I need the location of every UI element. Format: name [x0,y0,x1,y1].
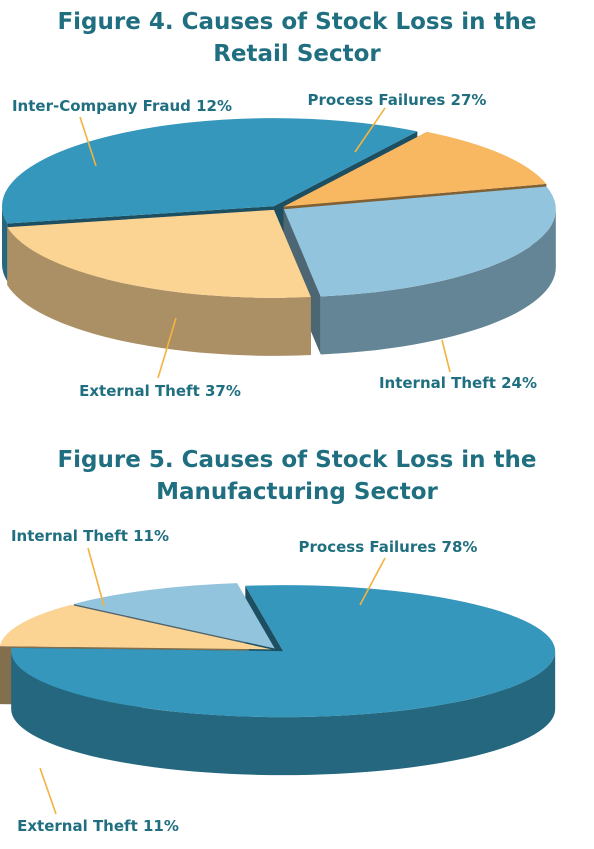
fig4-labels: Process Failures 27% Internal Theft 24% Ex… [12,91,537,400]
figure-5-title-line-1: Figure 5. Causes of Stock Loss in the [57,447,537,473]
internal-theft-label: Internal Theft 24% [379,374,537,392]
figure-4-pie-chart: Process Failures 27% Internal Theft 24% Ex… [2,91,556,400]
inter-company-fraud-label: Inter-Company Fraud 12% [12,97,232,115]
process-failures-label: Process Failures 27% [308,91,487,109]
figure-4-title-line-2: Retail Sector [213,41,381,67]
fig5-labels: Process Failures 78% External Theft 11% In… [11,527,478,835]
external-theft-leader-line [157,317,177,379]
fig4-slice-tops [2,118,556,298]
external-theft-leader-line [39,767,57,815]
figure-4-title: Figure 4. Causes of Stock Loss in the Re… [0,6,594,70]
internal-theft-side-wall [7,227,311,356]
external-theft-label: External Theft 11% [17,817,179,835]
external-theft-side-wall [2,206,8,282]
process-failures-label: Process Failures 78% [299,538,478,556]
external-theft-label: External Theft 37% [79,382,241,400]
figure-5-title-line-2: Manufacturing Sector [156,479,438,505]
figure-4-title-line-1: Figure 4. Causes of Stock Loss in the [57,9,537,35]
inter-company-fraud-leader-line [79,116,97,167]
internal-theft-slice [73,583,275,649]
process-failures-side-wall [11,651,556,776]
figure-5-pie-chart: Process Failures 78% External Theft 11% In… [0,527,556,835]
figure-5-title: Figure 5. Causes of Stock Loss in the Ma… [0,444,594,508]
external-theft-slice [0,604,272,650]
inter-company-fraud-slice [283,131,547,207]
process-failures-slice [11,585,556,718]
internal-theft-label: Internal Theft 11% [11,527,169,545]
fig5-slice-tops [0,583,556,718]
process-failures-leader-line [354,107,386,153]
process-failures-slice [283,186,556,297]
internal-theft-leader-line [441,339,451,373]
internal-theft-leader-line [87,547,105,607]
process-failures-side-wall [320,209,556,355]
external-theft-slice [2,118,418,224]
process-failures-leader-line [359,557,386,606]
internal-theft-slice [7,209,311,298]
